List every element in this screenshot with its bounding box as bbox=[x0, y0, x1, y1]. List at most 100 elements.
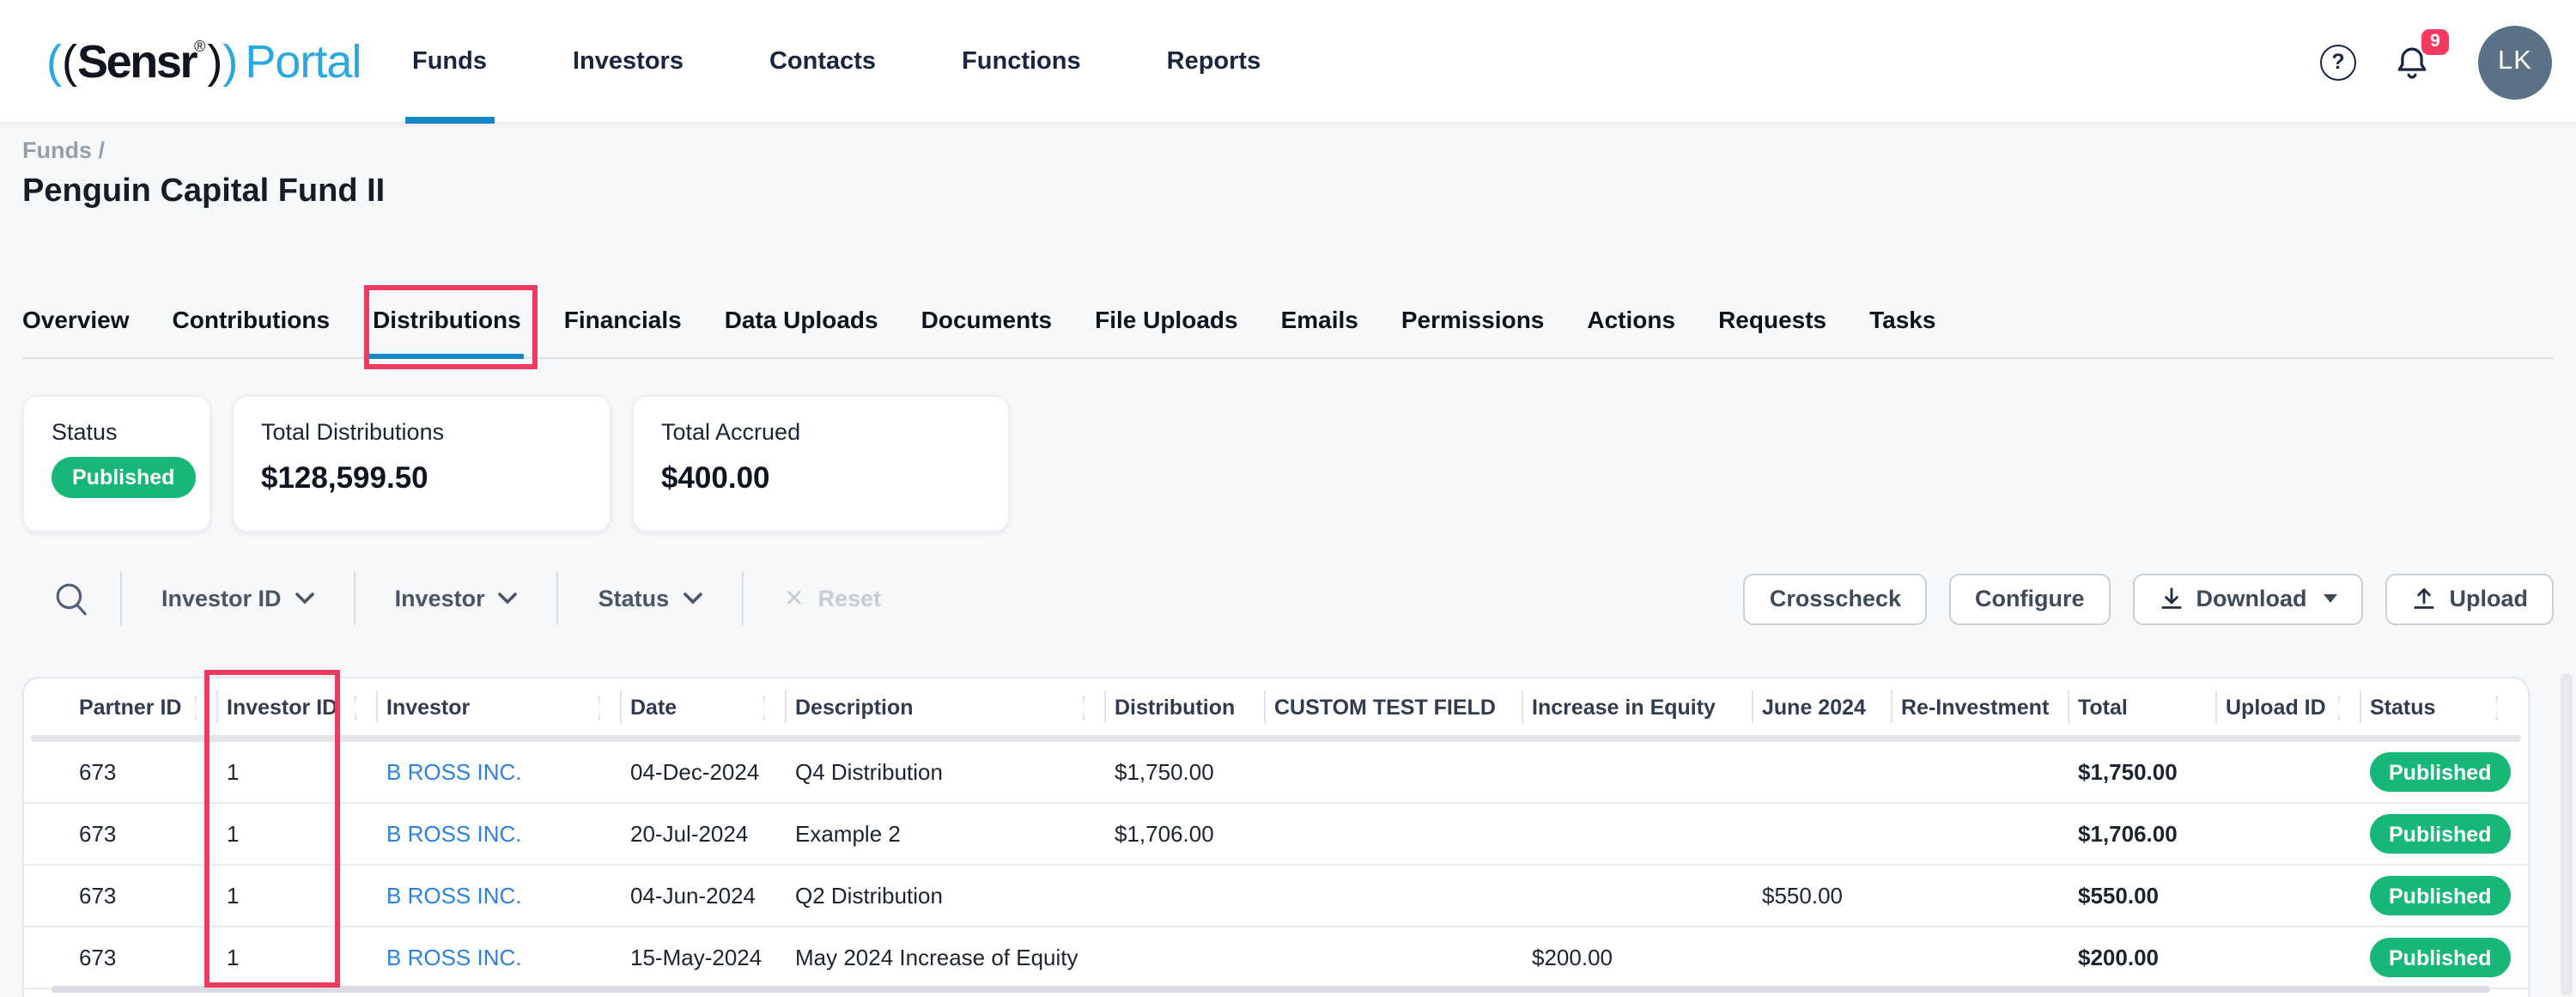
cell-total: $550.00 bbox=[2078, 883, 2159, 909]
sort-arrows-icon: ↑ ↓ bbox=[760, 690, 769, 722]
card-label: Total Accrued bbox=[661, 419, 801, 445]
tab-data-uploads[interactable]: Data Uploads bbox=[724, 306, 878, 333]
tab-actions[interactable]: Actions bbox=[1587, 306, 1676, 333]
search-icon[interactable] bbox=[53, 580, 91, 617]
column-header-investor[interactable]: Investor ↑ ↓ bbox=[376, 678, 630, 735]
distributions-table: Partner ID ↑ ↓ Investor ID ↑ ↓ Investor ↑ ↓ Da… bbox=[22, 677, 2530, 997]
cell-description: Q4 Distribution bbox=[795, 759, 943, 785]
main-navigation: Funds Investors Contacts Functions Repor… bbox=[412, 0, 1261, 124]
investor-link[interactable]: B ROSS INC. bbox=[386, 821, 522, 847]
nav-item-contacts[interactable]: Contacts bbox=[769, 48, 877, 76]
column-header-investor-id[interactable]: Investor ID ↑ ↓ bbox=[216, 678, 386, 735]
nav-item-investors[interactable]: Investors bbox=[573, 48, 683, 76]
tab-distributions[interactable]: Distributions bbox=[369, 306, 526, 359]
total-accrued-card: Total Accrued $400.00 bbox=[632, 395, 1010, 532]
filter-investor[interactable]: Investor bbox=[353, 572, 557, 625]
summary-cards: Status Published Total Distributions $12… bbox=[22, 395, 1010, 532]
tab-tasks[interactable]: Tasks bbox=[1869, 306, 1936, 333]
cell-date: 04-Dec-2024 bbox=[630, 759, 760, 785]
filter-label: Status bbox=[598, 586, 670, 611]
cell-investor-id: 1 bbox=[227, 945, 240, 970]
filter-investor-id[interactable]: Investor ID bbox=[120, 572, 354, 625]
cell-june-2024: $550.00 bbox=[1762, 883, 1843, 909]
column-header-upload-id[interactable]: Upload ID ↑ ↓ bbox=[2215, 678, 2370, 735]
crosscheck-button[interactable]: Crosscheck bbox=[1743, 573, 1927, 624]
vertical-scrollbar[interactable] bbox=[2561, 673, 2573, 996]
column-header-custom-test-field: CUSTOM TEST FIELD bbox=[1264, 678, 1532, 735]
help-icon[interactable]: ? bbox=[2320, 44, 2356, 80]
tab-overview[interactable]: Overview bbox=[22, 306, 130, 333]
breadcrumb[interactable]: Funds / bbox=[22, 137, 105, 163]
horizontal-scrollbar[interactable] bbox=[52, 986, 2490, 993]
status-badge: Published bbox=[2370, 814, 2511, 854]
cell-status: Published bbox=[2370, 752, 2528, 792]
header-divider bbox=[31, 735, 2521, 742]
cell-partner-id: 673 bbox=[79, 759, 117, 785]
notifications-button[interactable]: 9 bbox=[2392, 28, 2449, 82]
cell-investor-id: 1 bbox=[227, 883, 240, 909]
column-header-description[interactable]: Description ↑ ↓ bbox=[785, 678, 1115, 735]
sort-arrows-icon: ↑ ↓ bbox=[2335, 690, 2343, 722]
total-distributions-card: Total Distributions $128,599.50 bbox=[232, 395, 611, 532]
reset-filters-button[interactable]: ✕ Reset bbox=[741, 572, 922, 625]
triangle-down-icon bbox=[2324, 594, 2338, 603]
tab-emails[interactable]: Emails bbox=[1280, 306, 1358, 333]
column-header-distribution: Distribution bbox=[1104, 678, 1274, 735]
nav-right-controls: ? 9 LK bbox=[2320, 0, 2552, 124]
status-badge: Published bbox=[2370, 938, 2511, 977]
download-button[interactable]: Download bbox=[2132, 573, 2364, 624]
nav-item-reports[interactable]: Reports bbox=[1166, 48, 1261, 76]
sort-arrows-icon: ↑ ↓ bbox=[2493, 690, 2501, 722]
table-row: 673 1 B ROSS INC. 04-Dec-2024 Q4 Distrib… bbox=[24, 742, 2528, 804]
column-header-partner-id[interactable]: Partner ID ↑ ↓ bbox=[79, 690, 199, 722]
cell-description: May 2024 Increase of Equity bbox=[795, 945, 1078, 970]
configure-button[interactable]: Configure bbox=[1949, 573, 2111, 624]
tab-file-uploads[interactable]: File Uploads bbox=[1095, 306, 1238, 333]
x-icon: ✕ bbox=[784, 584, 805, 611]
reset-label: Reset bbox=[817, 586, 882, 611]
column-header-status[interactable]: Status ↑ ↓ bbox=[2360, 678, 2528, 735]
cell-partner-id: 673 bbox=[79, 821, 117, 847]
cell-description: Q2 Distribution bbox=[795, 883, 943, 909]
cell-total: $1,706.00 bbox=[2078, 821, 2178, 847]
tab-financials[interactable]: Financials bbox=[563, 306, 682, 333]
status-card: Status Published bbox=[22, 395, 211, 532]
cell-status: Published bbox=[2370, 876, 2528, 915]
cell-investor-id: 1 bbox=[227, 821, 240, 847]
download-label: Download bbox=[2196, 586, 2307, 611]
nav-item-functions[interactable]: Functions bbox=[962, 48, 1081, 76]
download-icon bbox=[2159, 586, 2184, 611]
cell-date: 04-Jun-2024 bbox=[630, 883, 756, 909]
column-header-june-2024: June 2024 bbox=[1752, 678, 1901, 735]
sensr-portal-logo[interactable]: ((Sensr ®)) Portal bbox=[46, 35, 361, 87]
cell-distribution: $1,706.00 bbox=[1115, 821, 1214, 847]
cell-date: 15-May-2024 bbox=[630, 945, 762, 970]
column-header-total: Total bbox=[2068, 678, 2226, 735]
card-label: Status bbox=[52, 419, 118, 445]
upload-button[interactable]: Upload bbox=[2385, 573, 2554, 624]
investor-link[interactable]: B ROSS INC. bbox=[386, 759, 522, 785]
tab-permissions[interactable]: Permissions bbox=[1400, 306, 1545, 333]
investor-link[interactable]: B ROSS INC. bbox=[386, 883, 522, 909]
page-title: Penguin Capital Fund II bbox=[22, 173, 386, 210]
sort-arrows-icon: ↑ ↓ bbox=[595, 690, 604, 722]
chevron-down-icon bbox=[498, 593, 518, 605]
upload-icon bbox=[2412, 586, 2438, 611]
cell-increase-in-equity: $200.00 bbox=[1532, 945, 1613, 970]
top-navigation-bar: ((Sensr ®)) Portal Funds Investors Contact… bbox=[0, 0, 2576, 124]
filter-label: Investor ID bbox=[161, 586, 282, 611]
investor-link[interactable]: B ROSS INC. bbox=[386, 945, 522, 970]
table-toolbar: Crosscheck Configure Download Upload bbox=[1743, 573, 2554, 624]
logo-portal-text: Portal bbox=[245, 35, 361, 87]
tab-requests[interactable]: Requests bbox=[1718, 306, 1827, 333]
filter-status[interactable]: Status bbox=[556, 572, 742, 625]
tab-contributions[interactable]: Contributions bbox=[172, 306, 331, 333]
avatar[interactable]: LK bbox=[2478, 25, 2552, 99]
column-header-date[interactable]: Date ↑ ↓ bbox=[620, 678, 795, 735]
nav-item-funds[interactable]: Funds bbox=[412, 0, 487, 124]
table-row: 673 1 B ROSS INC. 15-May-2024 May 2024 I… bbox=[24, 927, 2528, 989]
column-header-re-investment: Re-Investment bbox=[1891, 678, 2078, 735]
cell-date: 20-Jul-2024 bbox=[630, 821, 749, 847]
tab-documents[interactable]: Documents bbox=[920, 306, 1053, 333]
